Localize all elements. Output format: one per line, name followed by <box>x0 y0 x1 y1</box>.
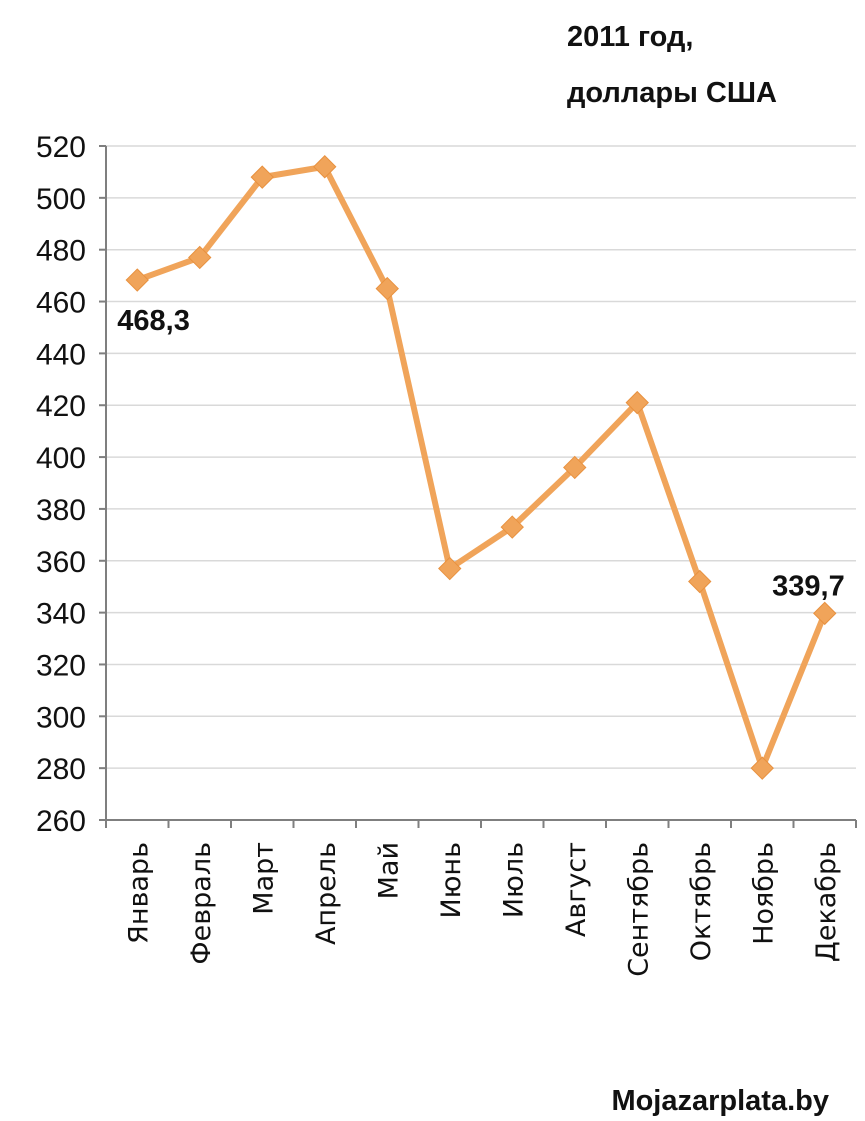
data-point <box>250 165 274 189</box>
data-point <box>563 455 587 480</box>
y-tick-label: 380 <box>36 494 86 527</box>
data-point <box>375 276 399 301</box>
x-tick-label: Июнь <box>436 842 467 919</box>
y-tick-label: 400 <box>36 442 86 475</box>
x-tick-label: Декабрь <box>811 842 842 962</box>
data-point <box>313 155 337 179</box>
y-tick-label: 440 <box>36 338 86 371</box>
x-tick-label: Апрель <box>311 842 342 945</box>
data-point <box>125 268 149 292</box>
y-tick-label: 340 <box>36 598 86 631</box>
data-point <box>688 569 712 594</box>
chart-title: 2011 год, <box>567 21 693 53</box>
y-tick-label: 300 <box>36 701 86 734</box>
series-line <box>134 163 828 772</box>
x-tick-label: Март <box>248 842 279 915</box>
x-tick-label: Ноябрь <box>748 842 779 945</box>
data-point <box>625 390 649 415</box>
data-point <box>188 245 212 270</box>
y-tick-label: 420 <box>36 390 86 423</box>
chart-subtitle: доллары США <box>567 77 777 109</box>
series <box>125 155 837 780</box>
y-tick-label: 320 <box>36 649 86 682</box>
data-label: 339,7 <box>772 570 845 602</box>
x-tick-label: Октябрь <box>686 842 717 961</box>
data-point <box>438 556 462 581</box>
data-point <box>500 515 524 539</box>
x-tick-label: Август <box>561 842 592 937</box>
x-tick-label: Июль <box>498 842 529 918</box>
x-tick-labels: Январь Февраль Март Апрель Май Июнь Июль Август… <box>123 842 842 977</box>
data-point <box>750 756 774 780</box>
x-tick-label: Январь <box>123 842 154 944</box>
data-labels: 468,3 339,7 <box>117 305 845 602</box>
data-point <box>813 601 837 626</box>
y-tick-label: 480 <box>36 235 86 268</box>
axes <box>99 145 857 828</box>
y-tick-labels: 520 500 480 460 440 420 400 380 360 340 320 300 280 2… <box>36 131 86 838</box>
grid-lines <box>106 145 856 769</box>
y-tick-label: 360 <box>36 546 86 579</box>
x-tick-label: Сентябрь <box>623 842 654 977</box>
x-tick-label: Май <box>373 842 404 899</box>
x-tick-label: Февраль <box>186 842 217 965</box>
y-tick-label: 460 <box>36 287 86 320</box>
data-label: 468,3 <box>117 305 190 337</box>
y-tick-label: 280 <box>36 753 86 786</box>
y-tick-label: 520 <box>36 131 86 164</box>
y-tick-label: 260 <box>36 805 86 838</box>
source-label: Mojazarplata.by <box>611 1085 829 1117</box>
y-tick-label: 500 <box>36 183 86 216</box>
